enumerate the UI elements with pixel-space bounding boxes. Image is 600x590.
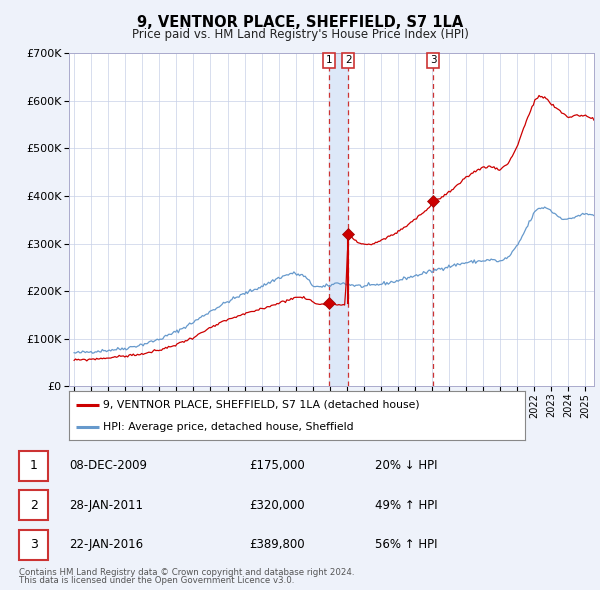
- Text: £320,000: £320,000: [249, 499, 305, 512]
- Text: 22-JAN-2016: 22-JAN-2016: [69, 538, 143, 551]
- Text: 28-JAN-2011: 28-JAN-2011: [69, 499, 143, 512]
- Text: 3: 3: [29, 538, 38, 551]
- Text: 08-DEC-2009: 08-DEC-2009: [69, 459, 147, 472]
- Text: £175,000: £175,000: [249, 459, 305, 472]
- Text: 56% ↑ HPI: 56% ↑ HPI: [375, 538, 437, 551]
- Text: 3: 3: [430, 55, 437, 65]
- Text: 2: 2: [29, 499, 38, 512]
- Text: 20% ↓ HPI: 20% ↓ HPI: [375, 459, 437, 472]
- Bar: [329, 53, 348, 386]
- Text: 9, VENTNOR PLACE, SHEFFIELD, S7 1LA (detached house): 9, VENTNOR PLACE, SHEFFIELD, S7 1LA (det…: [103, 399, 420, 409]
- Text: Price paid vs. HM Land Registry's House Price Index (HPI): Price paid vs. HM Land Registry's House …: [131, 28, 469, 41]
- Text: HPI: Average price, detached house, Sheffield: HPI: Average price, detached house, Shef…: [103, 422, 354, 432]
- Text: 2: 2: [345, 55, 352, 65]
- Text: 1: 1: [325, 55, 332, 65]
- Text: 1: 1: [29, 459, 38, 472]
- Text: 9, VENTNOR PLACE, SHEFFIELD, S7 1LA: 9, VENTNOR PLACE, SHEFFIELD, S7 1LA: [137, 15, 463, 30]
- Text: Contains HM Land Registry data © Crown copyright and database right 2024.: Contains HM Land Registry data © Crown c…: [19, 568, 355, 577]
- Text: 49% ↑ HPI: 49% ↑ HPI: [375, 499, 437, 512]
- Text: This data is licensed under the Open Government Licence v3.0.: This data is licensed under the Open Gov…: [19, 576, 295, 585]
- Text: £389,800: £389,800: [249, 538, 305, 551]
